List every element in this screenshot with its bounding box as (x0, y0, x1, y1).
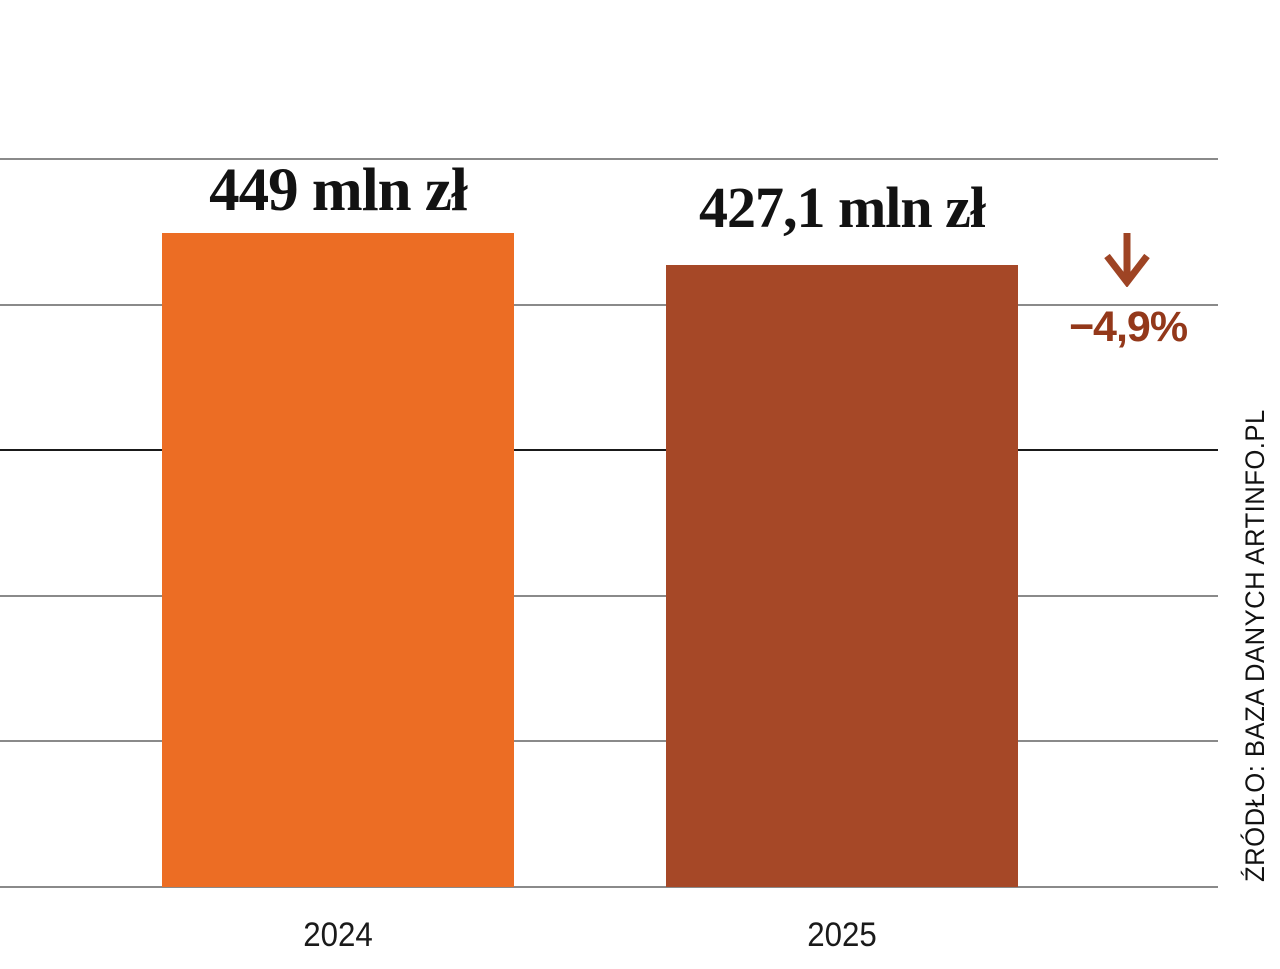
gridline-400 (0, 303, 1218, 306)
gridline-500 (0, 158, 1218, 160)
arrow-down-icon (1104, 233, 1150, 287)
bar-2025 (666, 265, 1018, 887)
source-attribution: ŹRÓDŁO: BAZA DANYCH ARTINFO.PL (1240, 409, 1270, 882)
value-label-2024: 449 mln zł (209, 157, 468, 224)
x-axis-label-2024: 2024 (303, 916, 373, 954)
x-axis-label-2025: 2025 (807, 916, 877, 954)
gridline-0 (0, 886, 1218, 888)
value-label-2025: 427,1 mln zł (698, 175, 986, 240)
change-percent-label: −4,9% (1068, 303, 1188, 351)
bar-2024 (162, 233, 514, 887)
gridline-300 (0, 449, 1218, 452)
gridline-100 (0, 740, 1218, 743)
gridline-200 (0, 594, 1218, 597)
